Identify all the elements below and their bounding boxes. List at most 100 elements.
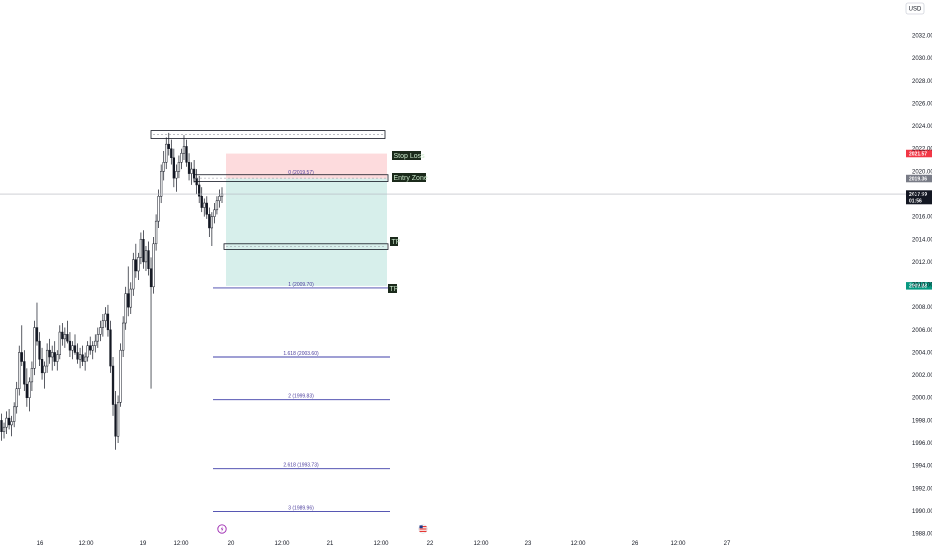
candle-body <box>114 404 117 437</box>
candle-body <box>48 349 51 358</box>
candle-body <box>51 352 54 358</box>
candle-body <box>66 334 69 342</box>
fib-level-label: 0 (2019.57) <box>288 170 314 176</box>
candle-body <box>10 421 13 426</box>
candle-body <box>218 195 221 202</box>
x-tick-label: 12:00 <box>570 541 586 547</box>
y-tick-label: 2028.00 <box>912 79 932 85</box>
candle-body <box>165 143 168 163</box>
y-tick-label: 1990.00 <box>912 509 932 515</box>
x-tick-label: 22 <box>427 541 434 547</box>
candle-body <box>25 383 28 398</box>
fib-level-label: 2 (1999.83) <box>288 394 314 400</box>
x-tick-label: 12:00 <box>373 541 389 547</box>
tp1-box <box>223 243 389 250</box>
candle-body <box>83 356 87 362</box>
x-tick-label: 12:00 <box>78 541 94 547</box>
candles-layer <box>0 132 224 450</box>
x-tick-label: 23 <box>525 541 532 547</box>
candle-body <box>175 171 178 179</box>
candle-body <box>89 345 92 351</box>
tp1-label-bg <box>390 237 398 246</box>
candle-body <box>200 195 203 208</box>
price-tag-bg <box>906 149 932 158</box>
tp2-label: TP <box>390 286 399 293</box>
candle-body <box>147 250 150 269</box>
candle-body <box>213 209 216 217</box>
candle-body <box>198 184 201 197</box>
profit-zone <box>226 178 387 286</box>
x-tick-label: 26 <box>632 541 639 547</box>
entry-zone-label-bg <box>392 173 426 182</box>
y-tick-label: 2006.00 <box>912 328 932 334</box>
candle-body <box>81 354 84 362</box>
price-tag-bg <box>906 174 932 183</box>
y-tick-label: 1988.00 <box>912 532 932 538</box>
candle-body <box>185 146 188 163</box>
candle-body <box>129 288 132 308</box>
price-tag-bg <box>906 190 932 205</box>
candle-body <box>106 313 110 331</box>
price-tag: 2017.99 <box>909 192 927 198</box>
candle-body <box>190 168 193 174</box>
y-tick-label: 2012.00 <box>912 260 932 266</box>
usd-label: USD <box>909 7 922 13</box>
candle-body <box>137 257 140 272</box>
us-flag-icon[interactable] <box>418 524 428 534</box>
candle-body <box>132 259 135 290</box>
y-tick-label: 1992.00 <box>912 486 932 492</box>
y-tick-label: 2026.00 <box>912 101 932 107</box>
y-tick-label: 2016.00 <box>912 215 932 221</box>
fib-level-label: 3 (1989.96) <box>288 505 314 511</box>
candle-body <box>13 406 16 422</box>
candle-body <box>215 200 219 211</box>
candle-body <box>203 202 206 208</box>
candle-body <box>101 320 105 328</box>
usd-button[interactable]: USD <box>905 2 925 15</box>
candle-body <box>208 214 211 229</box>
y-tick-label: 2010.00 <box>912 283 932 289</box>
tp1-label: TP <box>392 239 401 246</box>
lightning-icon[interactable] <box>217 524 227 534</box>
candle-body <box>86 345 89 358</box>
candle-body <box>210 216 214 229</box>
y-tick-label: 2014.00 <box>912 237 932 243</box>
candle-body <box>18 352 21 389</box>
price-tag-bg <box>906 282 932 290</box>
price-axis[interactable]: 2032.00 2030.00 2028.00 2026.00 2024.00 2022.… <box>912 34 932 538</box>
x-tick-label: 12:00 <box>670 541 686 547</box>
stop-loss-label: Stop Loss <box>394 153 426 160</box>
candle-body <box>53 352 56 362</box>
entry-zone-label: Entry Zone <box>394 175 428 182</box>
y-tick-label: 2030.00 <box>912 56 932 62</box>
candle-body <box>28 381 31 398</box>
y-tick-label: 2000.00 <box>912 396 932 402</box>
candle-body <box>119 349 122 403</box>
candle-body <box>142 239 145 263</box>
candle-body <box>124 293 127 324</box>
candle-body <box>109 329 112 367</box>
y-tick-label: 1994.00 <box>912 464 932 470</box>
y-tick-label: 2004.00 <box>912 350 932 356</box>
candle-body <box>127 293 130 308</box>
candle-body <box>68 340 72 351</box>
x-tick-label: 16 <box>37 541 44 547</box>
stop-loss-label-bg <box>392 151 421 160</box>
x-tick-label: 21 <box>327 541 334 547</box>
candle-body <box>122 322 125 351</box>
candle-body <box>187 162 191 174</box>
candle-body <box>73 345 77 353</box>
x-tick-label: 12:00 <box>173 541 189 547</box>
candle-body <box>182 146 186 154</box>
candle-body <box>149 268 153 288</box>
candle-body <box>167 143 170 149</box>
time-axis[interactable]: 16 12:00 19 12:00 20 12:00 21 12:00 22 12:00 23 12:… <box>37 541 731 547</box>
candle-body <box>177 162 181 172</box>
candle-body <box>111 365 115 405</box>
price-tag-countdown: 01:56 <box>909 198 922 204</box>
fib-level-label: 1 (2009.70) <box>288 282 314 288</box>
resistance-box <box>150 130 386 139</box>
candle-body <box>144 250 148 263</box>
candle-body <box>172 157 175 179</box>
